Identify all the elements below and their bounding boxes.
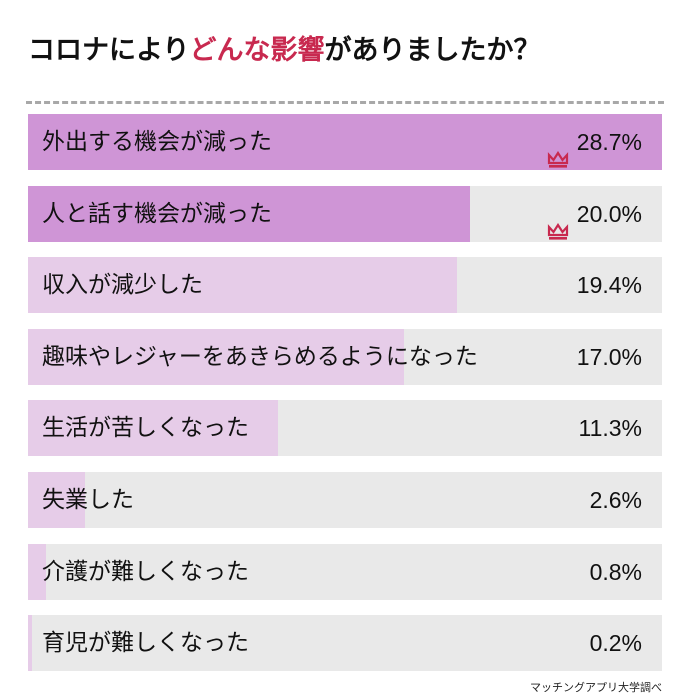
value-text: 11.3% — [578, 415, 642, 442]
bar-label: 介護が難しくなった — [42, 558, 249, 585]
value-text: 0.8% — [589, 558, 642, 585]
bar-row: 外出する機会が減った 28.7% — [28, 114, 662, 170]
bar-row: 生活が苦しくなった 11.3% — [28, 400, 662, 457]
title-highlight: どんな影響 — [189, 35, 325, 66]
bar-row: 介護が難しくなった 0.8% — [28, 543, 662, 600]
bar-label: 育児が難しくなった — [42, 630, 249, 657]
value-text: 2.6% — [589, 486, 642, 513]
crown-icon — [547, 133, 569, 168]
bar-label: 人と話す機会が減った — [42, 200, 272, 227]
bar-fill — [28, 400, 278, 457]
bar-value: 20.0% — [547, 186, 642, 242]
value-text: 20.0% — [576, 200, 642, 227]
crown-icon — [547, 205, 569, 240]
bar-value: 28.7% — [547, 114, 642, 170]
source-credit: マッチングアプリ大学調べ — [530, 681, 662, 694]
bar-label: 生活が苦しくなった — [42, 415, 249, 442]
bar-fill — [28, 543, 46, 600]
bar-label: 収入が減少した — [42, 272, 203, 299]
bar-label: 趣味やレジャーをあきらめるようになった — [42, 343, 478, 370]
bar-fill — [28, 114, 662, 170]
bar-label: 失業した — [42, 486, 134, 513]
bar-value: 2.6% — [590, 472, 642, 528]
bar-fill — [28, 471, 86, 528]
bar-value: 0.8% — [590, 544, 642, 600]
bar-value: 11.3% — [578, 400, 642, 456]
value-text: 17.0% — [576, 343, 642, 370]
bar-label: 外出する機会が減った — [42, 129, 272, 155]
bar-row: 人と話す機会が減った 20.0% — [28, 185, 662, 242]
bar-row: 趣味やレジャーをあきらめるようになった 17.0% — [28, 328, 662, 385]
value-text: 19.4% — [576, 272, 642, 299]
bar-row: 失業した 2.6% — [28, 471, 662, 528]
bar-fill — [28, 185, 470, 242]
bar-fill — [28, 615, 33, 672]
bar-value: 17.0% — [577, 329, 642, 385]
bar-fill — [28, 257, 457, 314]
bar-row: 収入が減少した 19.4% — [28, 257, 662, 314]
bar-row: 育児が難しくなった 0.2% — [28, 615, 662, 672]
bar-value: 19.4% — [577, 257, 642, 313]
bar-chart: 外出する機会が減った 28.7% 人と話す機会が減った 20.0% 収入が減少した 19.… — [28, 114, 662, 687]
bar-fill — [28, 328, 404, 385]
bar-value: 0.2% — [590, 615, 642, 671]
title-before: コロナにより — [28, 35, 190, 66]
dashed-divider — [26, 101, 664, 104]
value-text: 0.2% — [589, 630, 642, 657]
value-text: 28.7% — [576, 129, 642, 155]
chart-title: コロナによりどんな影響がありましたか？ — [28, 28, 540, 67]
title-after: がありましたか？ — [324, 35, 541, 66]
